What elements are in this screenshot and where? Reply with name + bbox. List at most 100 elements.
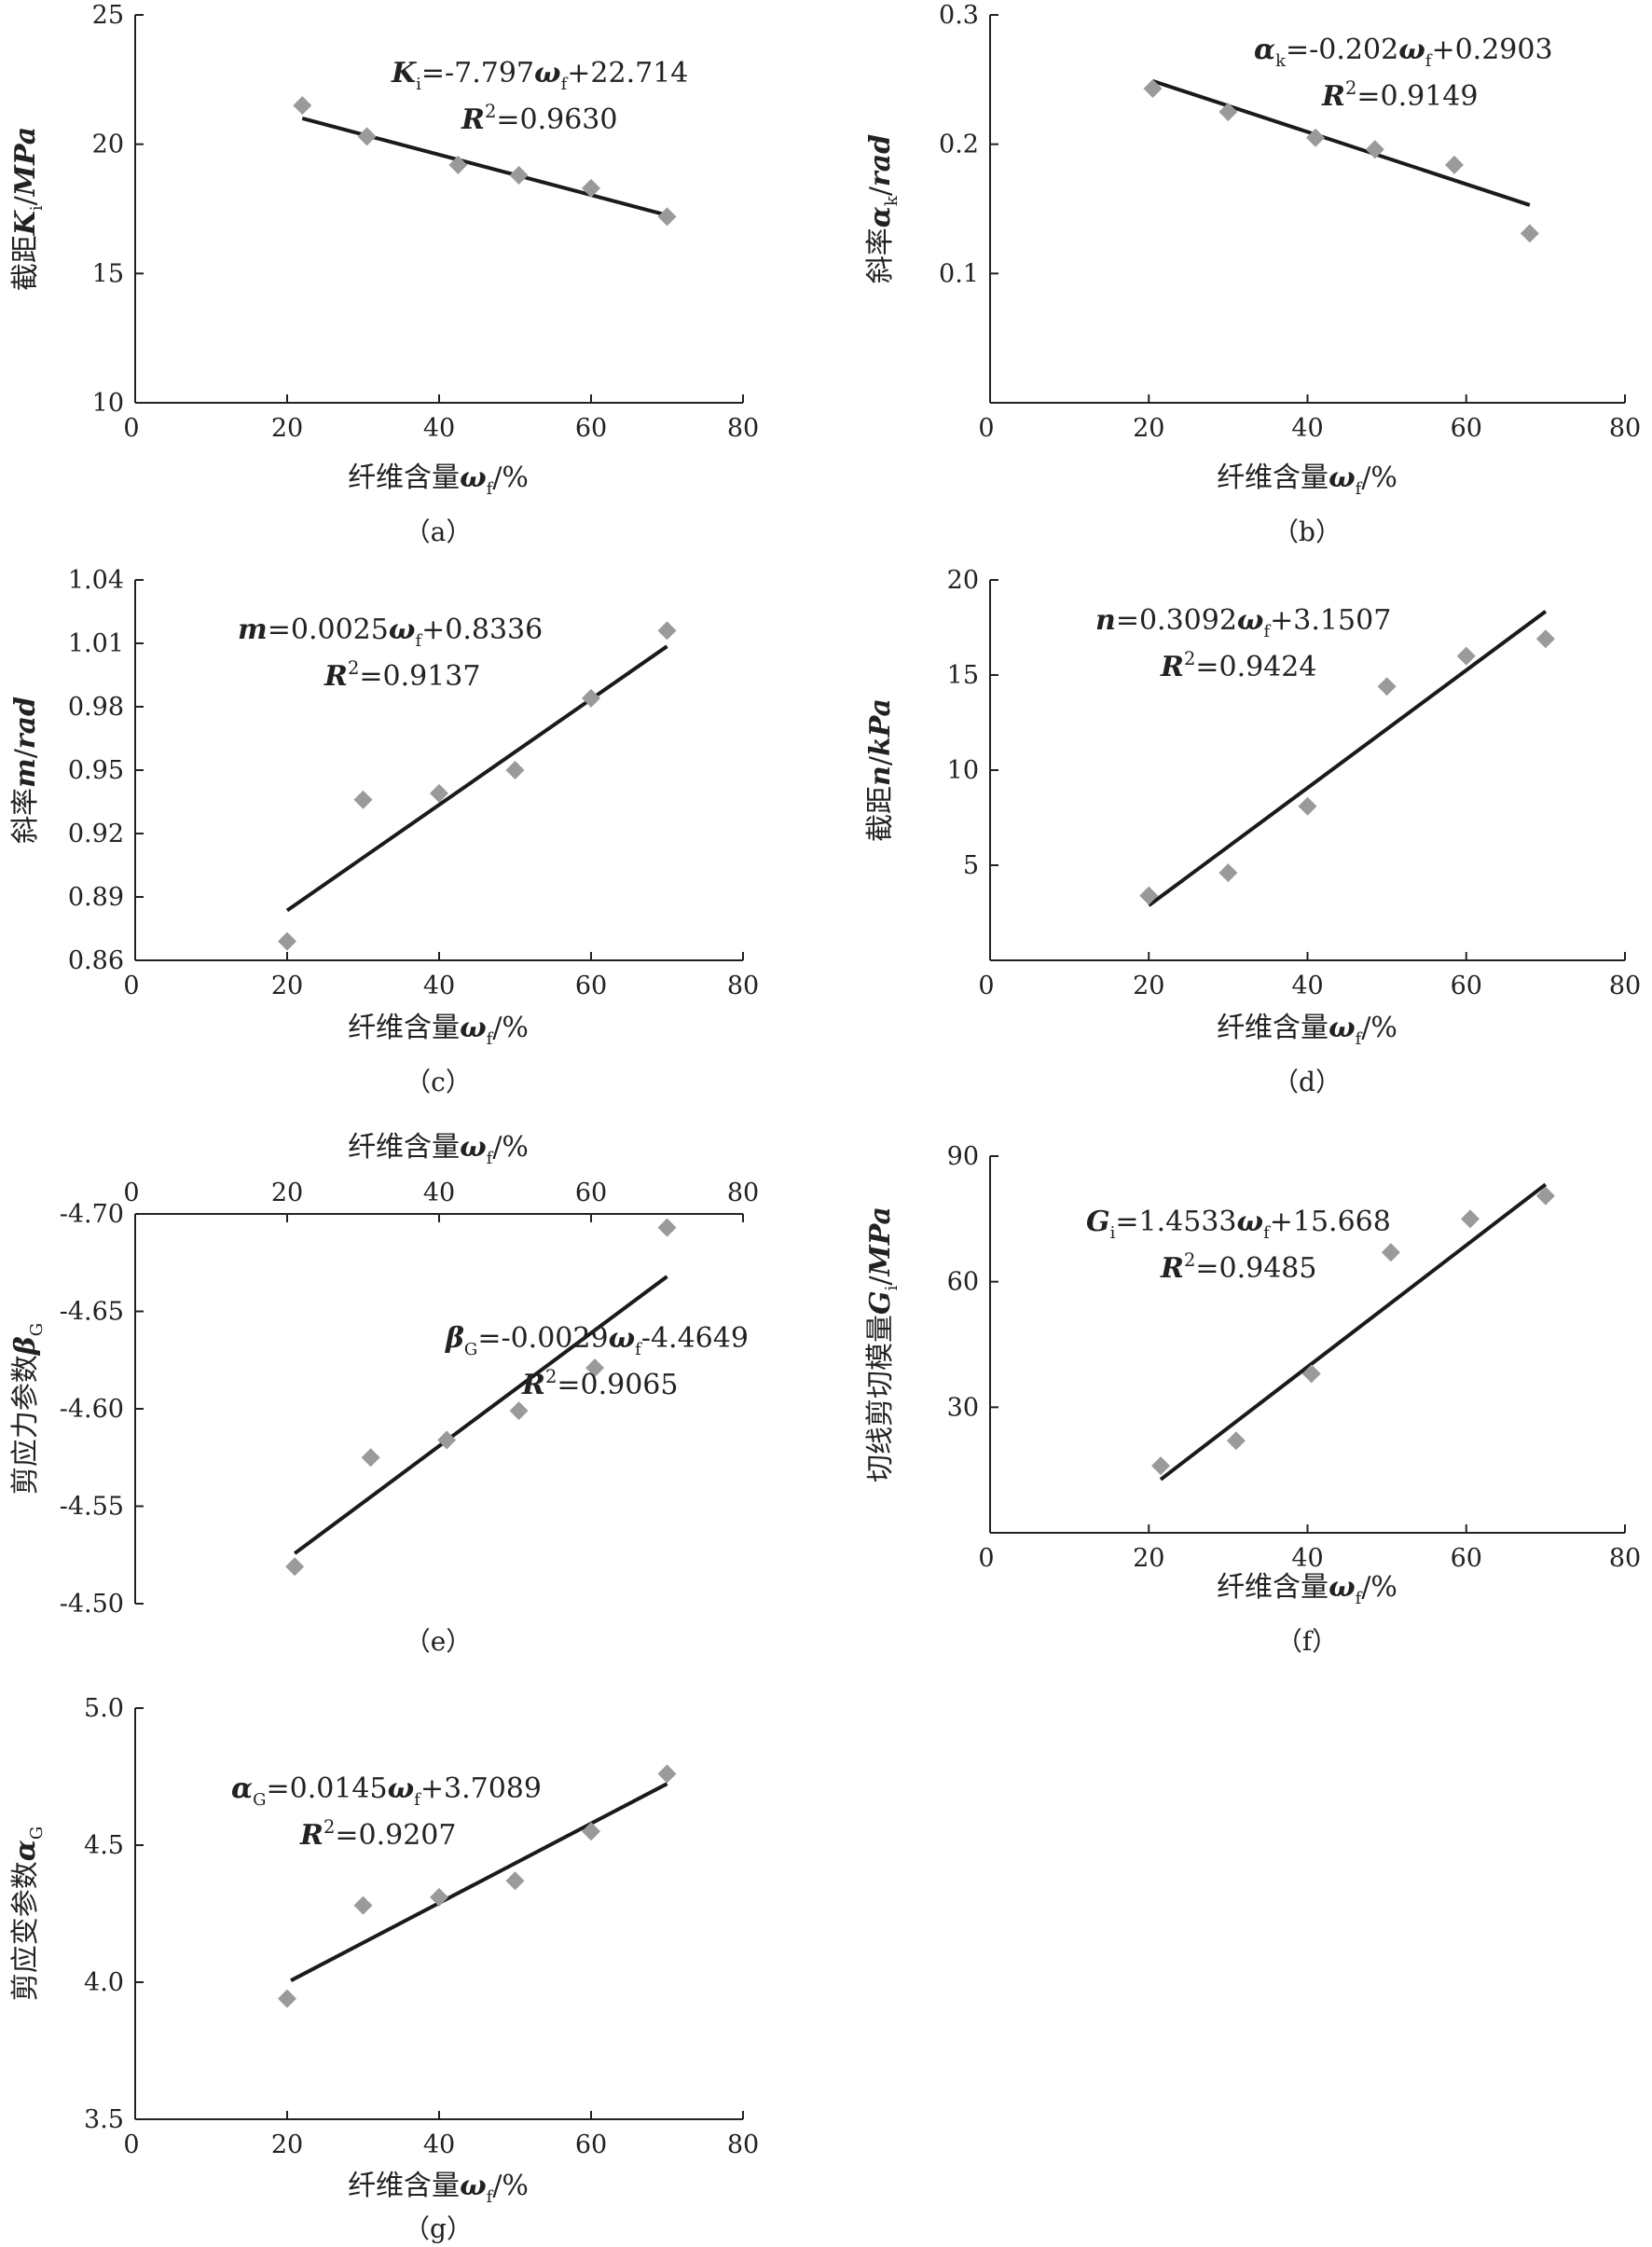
y-tick-label-c: 1.04	[68, 566, 124, 595]
chart-e: 0 20 40 60 80 -4.50 -4.55 -4.60 -4.65 -4.70 βG​=-0…	[9, 1131, 759, 1657]
equation-a: Ki​=-7.797ωf​+22.714	[391, 57, 688, 94]
data-point-c	[582, 688, 600, 708]
equation-c: m=0.0025ωf​+0.8336	[238, 613, 543, 651]
data-point-a	[509, 165, 529, 185]
x-tick-label-c: 80	[727, 972, 759, 1000]
fit-line-e	[293, 1275, 668, 1555]
y-tick-label-a: 15	[92, 259, 124, 288]
equation-e: βG​=-0.0029ωf​-4.4649	[445, 1322, 749, 1359]
chart-g: 0 20 40 60 80 3.5 4.0 4.5 5.0 αG​=0.0145ωf​+3.708…	[9, 1694, 759, 2244]
r-squared-a: R2​=0.9630	[461, 101, 617, 136]
x-tick-label-b: 0	[978, 414, 994, 443]
x-tick-label-d: 80	[1609, 972, 1641, 1000]
data-point-g	[505, 1871, 525, 1891]
data-point-c	[430, 783, 448, 803]
x-tick-label-g: 0	[123, 2130, 139, 2159]
x-tick-label-b: 20	[1133, 414, 1164, 443]
r-squared-c: R2​=0.9137	[324, 657, 480, 693]
data-point-b	[1143, 79, 1163, 99]
y-tick-label-g: 5.0	[84, 1694, 124, 1723]
caption-e: （e）	[405, 1626, 473, 1657]
equation-f: Gi​=1.4533ωf​+15.668	[1086, 1206, 1391, 1243]
x-tick-label-e: 40	[423, 1179, 455, 1207]
data-point-f	[1151, 1456, 1171, 1476]
fit-line-b	[1151, 78, 1531, 207]
data-point-e	[585, 1358, 605, 1378]
equation-d: n=0.3092ωf​+3.1507	[1095, 604, 1391, 641]
x-tick-label-f: 60	[1451, 1544, 1482, 1573]
fit-line-f	[1159, 1182, 1548, 1482]
chart-d: 0 20 40 60 80 5 10 15 20 n=0.3092ωf​+3.1507 R2​=0.…	[864, 566, 1641, 1097]
data-point-f	[1226, 1431, 1246, 1451]
x-tick-label-a: 60	[575, 414, 607, 443]
x-tick-label-e: 80	[727, 1179, 759, 1207]
y-tick-label-d: 20	[947, 566, 979, 595]
data-point-d	[1535, 629, 1555, 649]
data-point-b	[1306, 128, 1326, 147]
x-tick-label-d: 20	[1133, 972, 1164, 1000]
y-axis-label-e: 剪应力参数βG​	[9, 1323, 47, 1495]
y-axis-label-b: 斜率αk​/rad	[864, 134, 902, 283]
y-tick-label-d: 5	[963, 851, 979, 880]
y-tick-label-g: 4.5	[84, 1831, 124, 1860]
caption-d: （d）	[1273, 1067, 1342, 1097]
x-tick-label-b: 60	[1451, 414, 1482, 443]
data-point-f	[1301, 1364, 1321, 1384]
data-point-f	[1461, 1209, 1480, 1229]
y-axis-label-a: 截距Ki​/MPa	[9, 127, 47, 291]
x-tick-label-b: 80	[1609, 414, 1641, 443]
data-point-c	[353, 790, 373, 809]
data-point-e	[361, 1448, 380, 1468]
x-axis-label-g: 纤维含量ωf​/%	[348, 2170, 529, 2207]
data-point-a	[582, 178, 600, 198]
x-tick-label-f: 20	[1133, 1544, 1164, 1573]
data-point-c	[278, 931, 296, 951]
data-point-e	[509, 1401, 529, 1421]
x-tick-label-f: 40	[1291, 1544, 1323, 1573]
x-tick-label-e: 60	[575, 1179, 607, 1207]
x-tick-label-c: 60	[575, 972, 607, 1000]
y-axis-label-g: 剪应变参数αG​	[9, 1827, 47, 2001]
x-tick-label-a: 0	[123, 414, 139, 443]
y-tick-label-c: 1.01	[68, 629, 124, 658]
x-tick-label-f: 0	[978, 1544, 994, 1573]
y-tick-label-e: -4.70	[60, 1200, 124, 1229]
y-tick-label-d: 15	[947, 661, 979, 690]
fit-line-g	[290, 1782, 668, 1982]
caption-f: （f）	[1276, 1626, 1338, 1657]
y-tick-label-a: 20	[92, 131, 124, 159]
y-tick-label-b: 0.3	[939, 1, 979, 30]
y-tick-label-e: -4.60	[60, 1395, 124, 1424]
x-tick-label-c: 0	[123, 972, 139, 1000]
equation-g: αG​=0.0145ωf​+3.7089	[231, 1772, 542, 1810]
chart-c: 0 20 40 60 80 0.86 0.89 0.92 0.95 0.98 1.01 1.04 m=0…	[9, 566, 759, 1097]
y-tick-label-e: -4.50	[60, 1590, 124, 1619]
y-tick-label-c: 0.98	[68, 693, 124, 722]
x-tick-label-d: 60	[1451, 972, 1482, 1000]
r-squared-g: R2​=0.9207	[299, 1816, 456, 1852]
caption-a: （a）	[405, 517, 473, 547]
caption-g: （g）	[404, 2213, 473, 2244]
y-tick-label-c: 0.86	[68, 946, 124, 975]
x-tick-label-a: 40	[423, 414, 455, 443]
data-point-g	[278, 1989, 296, 2008]
y-tick-label-c: 0.89	[68, 883, 124, 912]
data-point-d	[1218, 863, 1238, 883]
chart-f: 0 20 40 60 80 30 60 90 Gi​=1.4533ωf​+15.668 R2​=0…	[864, 1142, 1641, 1657]
y-tick-label-d: 10	[947, 756, 979, 785]
x-tick-label-a: 80	[727, 414, 759, 443]
data-point-d	[1377, 677, 1397, 696]
y-tick-label-b: 0.2	[939, 131, 979, 159]
r-squared-e: R2​=0.9065	[521, 1366, 678, 1401]
x-tick-label-a: 20	[271, 414, 303, 443]
r-squared-b: R2​=0.9149	[1321, 77, 1478, 113]
y-tick-label-e: -4.65	[60, 1298, 124, 1327]
data-point-e	[285, 1557, 305, 1577]
chart-b: 0 20 40 60 80 0.1 0.2 0.3 αk​=-0.202ωf​+0.2903 R2…	[864, 1, 1641, 547]
data-point-a	[448, 155, 468, 174]
equation-b: αk​=-0.202ωf​+0.2903	[1254, 34, 1553, 71]
data-point-g	[657, 1764, 677, 1784]
x-tick-label-e: 0	[123, 1179, 139, 1207]
x-tick-label-g: 80	[727, 2130, 759, 2159]
x-axis-label-b: 纤维含量ωf​/%	[1217, 462, 1397, 499]
